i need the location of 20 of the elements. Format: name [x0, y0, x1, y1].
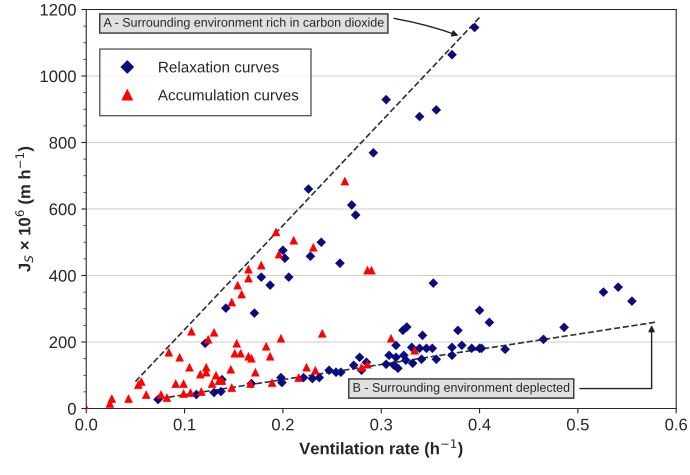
y-tick-label: 800	[49, 136, 76, 149]
y-tick-label: 1200	[40, 4, 76, 16]
x-tick-label: 0.6	[665, 418, 688, 430]
y-tick-label: 400	[49, 270, 76, 282]
x-tick-label: 0.1	[174, 418, 196, 430]
y-axis-title: J$_{S}$ × 10$^{6}$ (m h$^{−1}$)	[15, 146, 34, 272]
annotation: B - Surrounding environment deplected	[354, 382, 570, 394]
x-tick-label: 0.3	[370, 418, 392, 430]
y-tick-label: 1000	[40, 70, 76, 82]
y-tick-label: 600	[50, 203, 76, 216]
x-tick-label: 0.0	[75, 418, 98, 430]
x-axis-title: Ventilation rate (h$^{−1}$)	[299, 439, 462, 458]
y-tick-label: 200	[50, 336, 76, 348]
legend-label: Relaxation curves	[159, 61, 279, 73]
y-tick-label: 0	[68, 402, 76, 415]
annotation: A - Surrounding environment rich in carbon dioxide	[104, 18, 384, 30]
x-tick-label: 0.2	[272, 418, 294, 430]
legend-label: Accumulation curves	[158, 89, 298, 100]
x-tick-label: 0.4	[468, 418, 491, 430]
x-tick-label: 0.5	[566, 418, 589, 430]
